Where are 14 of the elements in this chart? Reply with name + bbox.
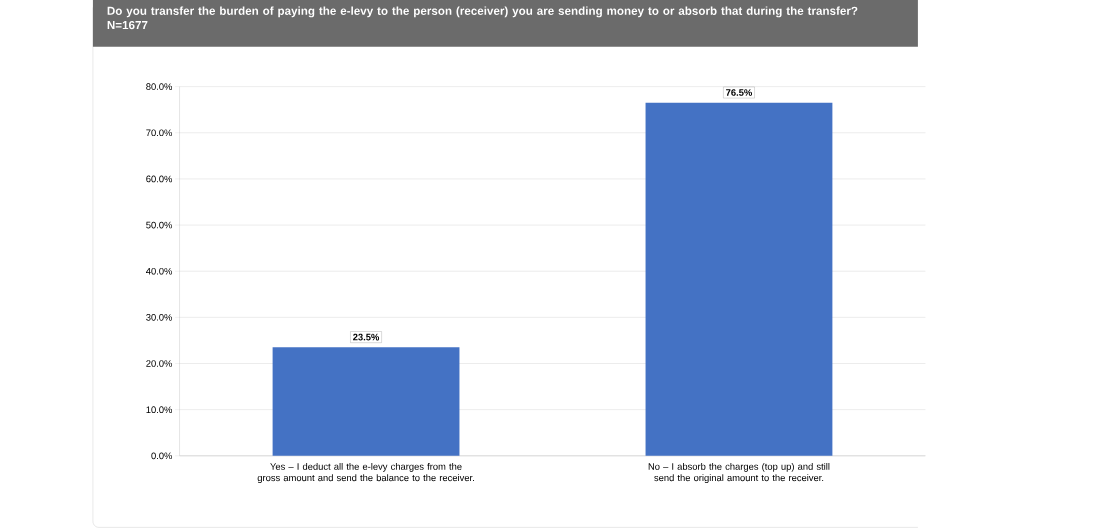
x-tick-label: No – I absorb the charges (top up) and still send the original amount to the receiver.	[648, 462, 830, 483]
y-tick-label: 40.0%	[146, 267, 173, 275]
y-tick-label: 0.0%	[151, 452, 173, 459]
data-label: 23.5%	[353, 333, 380, 341]
y-tick-label: 80.0%	[146, 83, 173, 90]
data-label: 76.5%	[726, 89, 753, 96]
y-tick-label: 60.0%	[146, 175, 173, 183]
y-tick-label: 50.0%	[146, 221, 173, 229]
y-tick-label: 10.0%	[146, 406, 173, 413]
y-tick-label: 20.0%	[146, 360, 173, 367]
y-tick-label: 70.0%	[146, 129, 173, 136]
chart-title: Do you transfer the burden of paying the e-levy to the person (receiver) you are sending money to or absorb that during the transfer? N=1677	[107, 6, 858, 30]
y-tick-label: 30.0%	[146, 313, 173, 321]
x-tick-label: Yes – I deduct all the e-levy charges from the gross amount and send the balance to the receiver.	[257, 462, 474, 483]
